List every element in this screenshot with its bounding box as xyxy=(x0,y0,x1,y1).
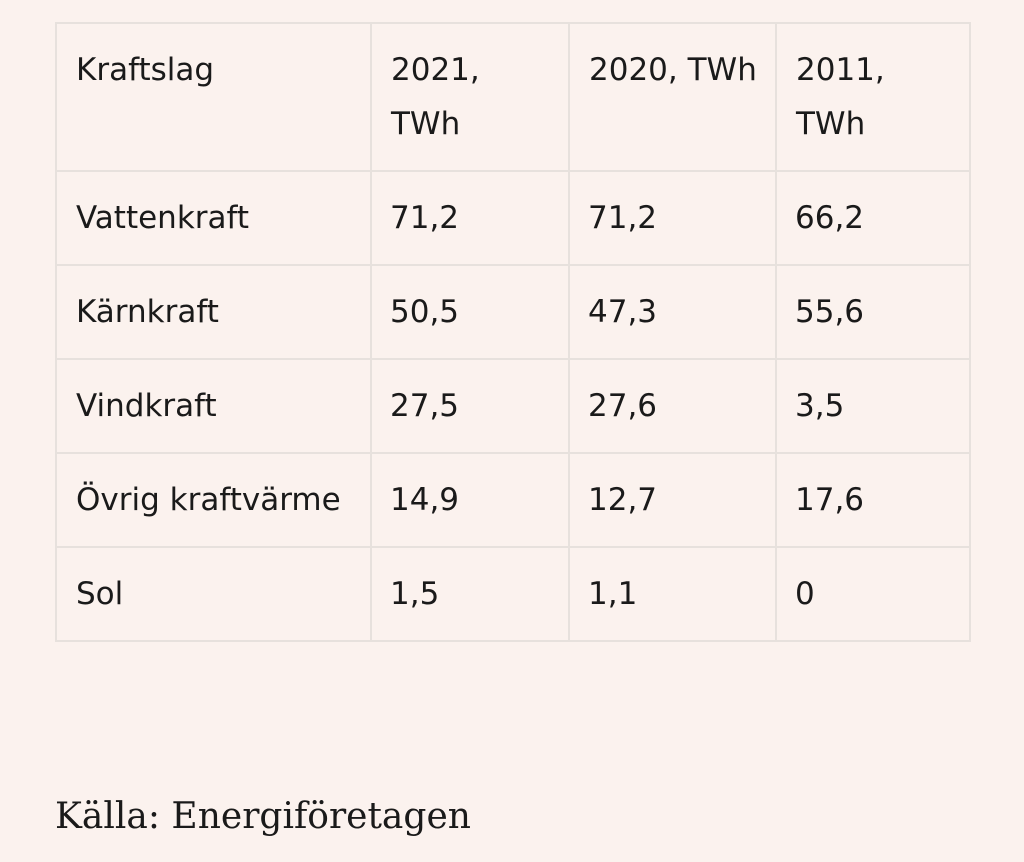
cell-kraftslag: Sol xyxy=(55,546,372,642)
table-row: Sol 1,5 1,1 0 xyxy=(55,546,971,642)
header-2021: 2021, TWh xyxy=(370,22,570,172)
table-row: Vattenkraft 71,2 71,2 66,2 xyxy=(55,170,971,266)
cell-kraftslag: Vindkraft xyxy=(55,358,372,454)
cell-kraftslag: Vattenkraft xyxy=(55,170,372,266)
cell-kraftslag: Övrig kraftvärme xyxy=(55,452,372,548)
header-2020: 2020, TWh xyxy=(568,22,777,172)
cell-2011: 0 xyxy=(775,546,971,642)
cell-2020: 27,6 xyxy=(568,358,777,454)
cell-2021: 14,9 xyxy=(370,452,570,548)
table-header-row: Kraftslag 2021, TWh 2020, TWh 2011, TWh xyxy=(55,22,971,172)
cell-2020: 47,3 xyxy=(568,264,777,360)
energy-production-table: Kraftslag 2021, TWh 2020, TWh 2011, TWh … xyxy=(55,22,971,642)
source-caption: Källa: Energiföretagen xyxy=(55,796,471,837)
table-row: Övrig kraftvärme 14,9 12,7 17,6 xyxy=(55,452,971,548)
cell-2011: 3,5 xyxy=(775,358,971,454)
cell-2011: 55,6 xyxy=(775,264,971,360)
cell-kraftslag: Kärnkraft xyxy=(55,264,372,360)
header-2011: 2011, TWh xyxy=(775,22,971,172)
cell-2011: 66,2 xyxy=(775,170,971,266)
table-row: Kärnkraft 50,5 47,3 55,6 xyxy=(55,264,971,360)
cell-2021: 1,5 xyxy=(370,546,570,642)
cell-2020: 71,2 xyxy=(568,170,777,266)
header-kraftslag: Kraftslag xyxy=(55,22,372,172)
table-row: Vindkraft 27,5 27,6 3,5 xyxy=(55,358,971,454)
cell-2011: 17,6 xyxy=(775,452,971,548)
cell-2020: 12,7 xyxy=(568,452,777,548)
cell-2021: 50,5 xyxy=(370,264,570,360)
cell-2020: 1,1 xyxy=(568,546,777,642)
cell-2021: 71,2 xyxy=(370,170,570,266)
cell-2021: 27,5 xyxy=(370,358,570,454)
